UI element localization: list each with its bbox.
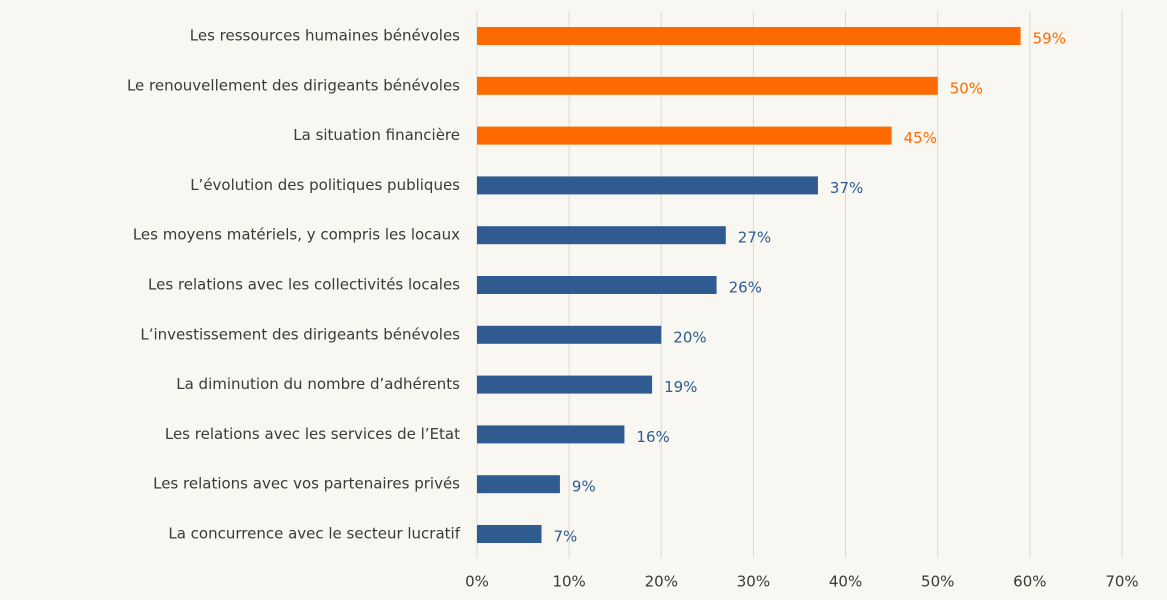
data-label: 27% [738,229,771,247]
bar [477,425,625,444]
y-tick-label: Les ressources humaines bénévoles [190,27,460,45]
data-label: 16% [636,428,669,446]
y-tick-label: L’évolution des politiques publiques [190,176,460,194]
x-tick-label: 40% [829,573,862,591]
x-tick-label: 20% [645,573,678,591]
bar [477,27,1021,45]
y-tick-label: La concurrence avec le secteur lucratif [168,525,460,543]
y-tick-label: La situation financière [293,126,460,144]
bar [477,226,726,245]
data-label: 7% [554,528,578,546]
x-tick-label: 10% [552,573,585,591]
y-tick-label: Le renouvellement des dirigeants bénévol… [127,76,460,94]
data-label: 59% [1033,30,1066,48]
bar [477,325,662,344]
y-tick-label: Les relations avec vos partenaires privé… [153,475,460,493]
data-label: 26% [729,279,762,297]
y-tick-label: Les relations avec les collectivités loc… [148,276,460,294]
data-label: 20% [673,328,706,346]
data-label: 9% [572,478,596,496]
data-label: 45% [904,129,937,147]
bar [477,126,892,145]
x-tick-label: 50% [921,573,954,591]
bar [477,475,560,494]
data-label: 19% [664,378,697,396]
x-tick-label: 30% [737,573,770,591]
bar [477,276,717,294]
y-tick-label: Les relations avec les services de l’Eta… [165,425,460,443]
y-tick-label: Les moyens matériels, y compris les loca… [133,226,460,244]
x-tick-label: 0% [465,573,489,591]
y-tick-label: L’investissement des dirigeants bénévole… [140,325,460,343]
data-label: 50% [950,79,983,97]
y-tick-label: La diminution du nombre d’adhérents [176,375,460,393]
bar [477,375,653,394]
bar [477,525,542,543]
bar [477,76,938,95]
x-tick-label: 70% [1105,573,1138,591]
data-label: 37% [830,179,863,197]
x-tick-label: 60% [1013,573,1046,591]
bar [477,176,818,195]
